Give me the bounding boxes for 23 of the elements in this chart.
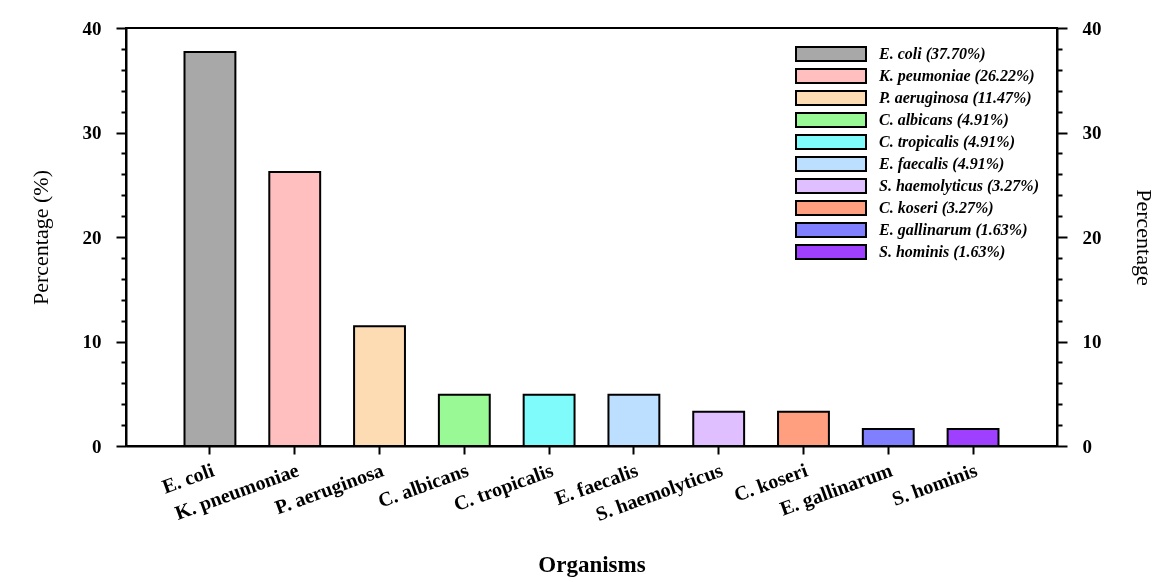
legend-label: E. faecalis (4.91%) [878,155,1005,173]
legend-label: C. albicans (4.91%) [879,111,1009,129]
y2-tick-label: 10 [1082,331,1102,352]
y2-tick-label: 30 [1082,122,1102,143]
legend-label: S. haemolyticus (3.27%) [879,177,1039,195]
legend-label: E. gallinarum (1.63%) [878,221,1028,239]
y-tick-label: 30 [82,122,102,143]
legend-label: K. peumoniae (26.22%) [878,67,1035,85]
legend-label: P. aeruginosa (11.47%) [878,89,1032,107]
legend-label: E. coli (37.70%) [878,45,986,63]
y-tick-label: 0 [92,435,102,457]
y-tick-label: 40 [82,17,102,39]
y2-tick-label: 20 [1082,226,1102,248]
y2-tick-label: 40 [1082,17,1102,39]
x-axis-title: Organisms [538,551,646,577]
legend-label: S. hominis (1.63%) [879,243,1006,261]
y-tick-label: 10 [82,331,102,352]
y-axis-title: Percentage (%) [27,170,53,305]
y2-tick-label: 0 [1082,435,1092,457]
legend-label: C. koseri (3.27%) [879,199,994,217]
y-tick-label: 20 [82,226,102,248]
y2-axis-title: Percentage [1131,189,1157,286]
legend-label: C. tropicalis (4.91%) [879,133,1015,151]
